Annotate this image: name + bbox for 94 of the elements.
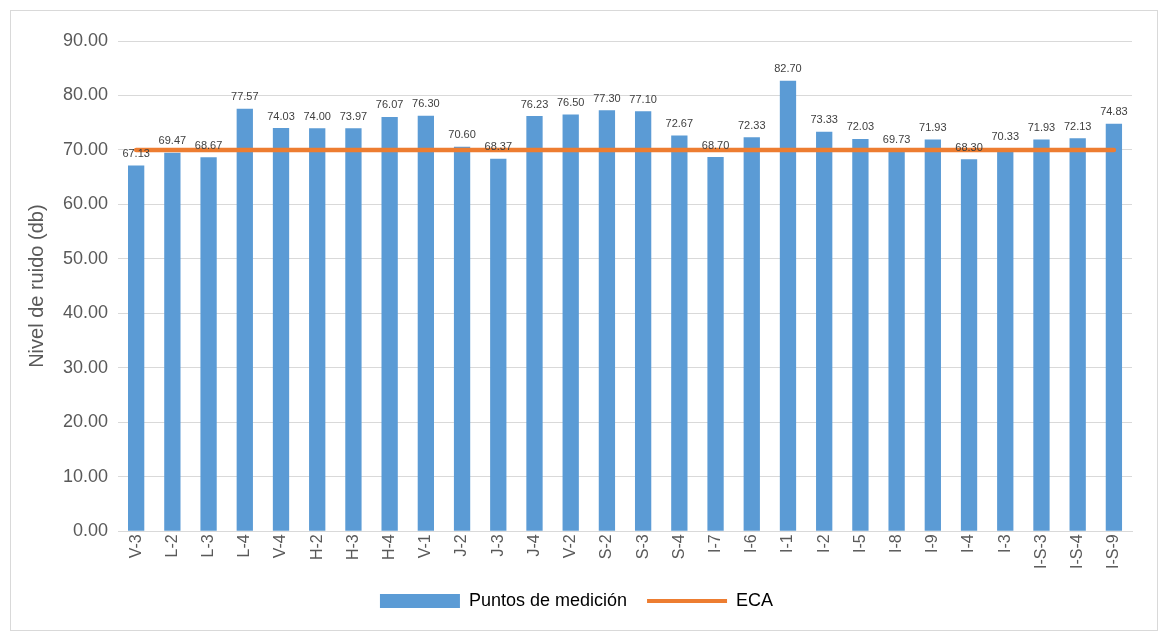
x-tick-label: V-4 <box>271 534 289 559</box>
data-label: 72.67 <box>665 116 694 129</box>
x-tick-label: L-3 <box>198 534 216 558</box>
data-label: 76.50 <box>556 96 585 109</box>
data-label: 76.30 <box>412 97 440 110</box>
bar <box>1105 123 1123 531</box>
data-label: 76.07 <box>375 98 404 111</box>
bar <box>1069 138 1086 531</box>
y-axis-title: Nivel de ruido (db) <box>24 204 47 368</box>
bar <box>453 146 471 531</box>
data-label: 74.03 <box>267 109 295 122</box>
x-tick-label: I-5 <box>850 534 868 553</box>
x-tick-label: S-3 <box>633 534 651 560</box>
bar <box>128 165 145 531</box>
data-label: 67.13 <box>122 147 150 160</box>
bar <box>671 135 688 531</box>
data-label: 70.33 <box>991 129 1020 142</box>
data-label: 77.57 <box>231 90 259 103</box>
bar <box>888 151 905 531</box>
bar <box>960 159 978 531</box>
y-tick-label: 60.00 <box>63 193 109 214</box>
bar <box>417 115 434 531</box>
data-label: 72.03 <box>846 120 875 133</box>
y-tick-label: 50.00 <box>63 247 109 268</box>
x-tick-label: I-9 <box>923 534 941 553</box>
bar <box>707 157 724 531</box>
x-tick-label: L-4 <box>235 534 253 558</box>
data-label: 69.47 <box>158 134 187 147</box>
y-tick-label: 10.00 <box>63 465 109 486</box>
x-tick-label: V-2 <box>561 534 579 559</box>
data-label: 77.10 <box>629 92 657 105</box>
x-tick-label: V-3 <box>126 534 144 559</box>
bar <box>743 137 760 531</box>
x-tick-label: I-7 <box>705 534 723 553</box>
x-tick-label: I-S-9 <box>1104 534 1122 569</box>
bar <box>779 80 797 531</box>
x-tick-label: J-2 <box>452 534 470 557</box>
x-tick-label: I-3 <box>995 534 1013 553</box>
data-label: 72.13 <box>1063 119 1092 132</box>
data-label: 71.93 <box>919 120 947 133</box>
legend-label: Puntos de medición <box>468 589 628 610</box>
bar <box>852 138 869 531</box>
bar <box>526 116 543 531</box>
x-tick-label: I-8 <box>887 534 905 553</box>
x-tick-label: J-3 <box>488 534 506 557</box>
data-label: 74.83 <box>1100 105 1128 118</box>
data-label: 76.23 <box>520 97 549 110</box>
bar <box>924 139 941 531</box>
y-tick-label: 30.00 <box>63 356 109 377</box>
bar <box>309 128 326 531</box>
x-tick-label: I-S-4 <box>1068 534 1086 569</box>
data-label: 68.70 <box>701 138 730 151</box>
x-tick-label: H-3 <box>343 534 361 561</box>
x-tick-label: S-2 <box>597 534 615 560</box>
data-label: 71.93 <box>1027 120 1056 133</box>
x-tick-label: I-S-3 <box>1031 534 1049 569</box>
y-tick-label: 70.00 <box>63 138 109 159</box>
bar <box>345 128 362 531</box>
x-tick-label: V-1 <box>416 534 434 559</box>
x-tick-label: L-2 <box>162 534 180 558</box>
x-tick-label: I-1 <box>778 534 796 553</box>
bar <box>598 110 616 531</box>
legend-label: ECA <box>736 589 774 610</box>
bar <box>634 111 652 531</box>
data-label: 77.30 <box>593 91 621 104</box>
x-tick-label: J-4 <box>524 534 542 557</box>
bar <box>164 152 181 531</box>
bar <box>562 114 579 531</box>
bar <box>1033 139 1050 531</box>
x-tick-label: I-4 <box>959 534 977 553</box>
x-tick-label: S-4 <box>669 534 687 560</box>
data-label: 73.97 <box>339 109 368 122</box>
data-label: 69.73 <box>882 132 911 145</box>
y-tick-label: 0.00 <box>73 520 109 541</box>
data-label: 74.00 <box>303 109 331 122</box>
bar <box>381 116 398 531</box>
y-tick-label: 20.00 <box>63 411 109 432</box>
data-label: 73.33 <box>810 113 838 126</box>
y-tick-label: 90.00 <box>63 29 109 50</box>
x-tick-label: H-4 <box>380 534 398 561</box>
data-label: 70.60 <box>448 128 476 141</box>
x-tick-label: I-6 <box>742 534 760 553</box>
bar <box>236 108 253 531</box>
x-tick-label: I-2 <box>814 534 832 553</box>
bar <box>200 157 217 531</box>
bar <box>490 158 507 531</box>
y-tick-label: 80.00 <box>63 84 109 105</box>
data-label: 68.67 <box>194 138 223 151</box>
bar <box>816 131 833 531</box>
data-label: 72.33 <box>738 118 766 131</box>
data-label: 82.70 <box>774 62 802 75</box>
x-tick-label: H-2 <box>307 534 325 561</box>
bar <box>272 128 290 531</box>
y-tick-label: 40.00 <box>63 302 109 323</box>
